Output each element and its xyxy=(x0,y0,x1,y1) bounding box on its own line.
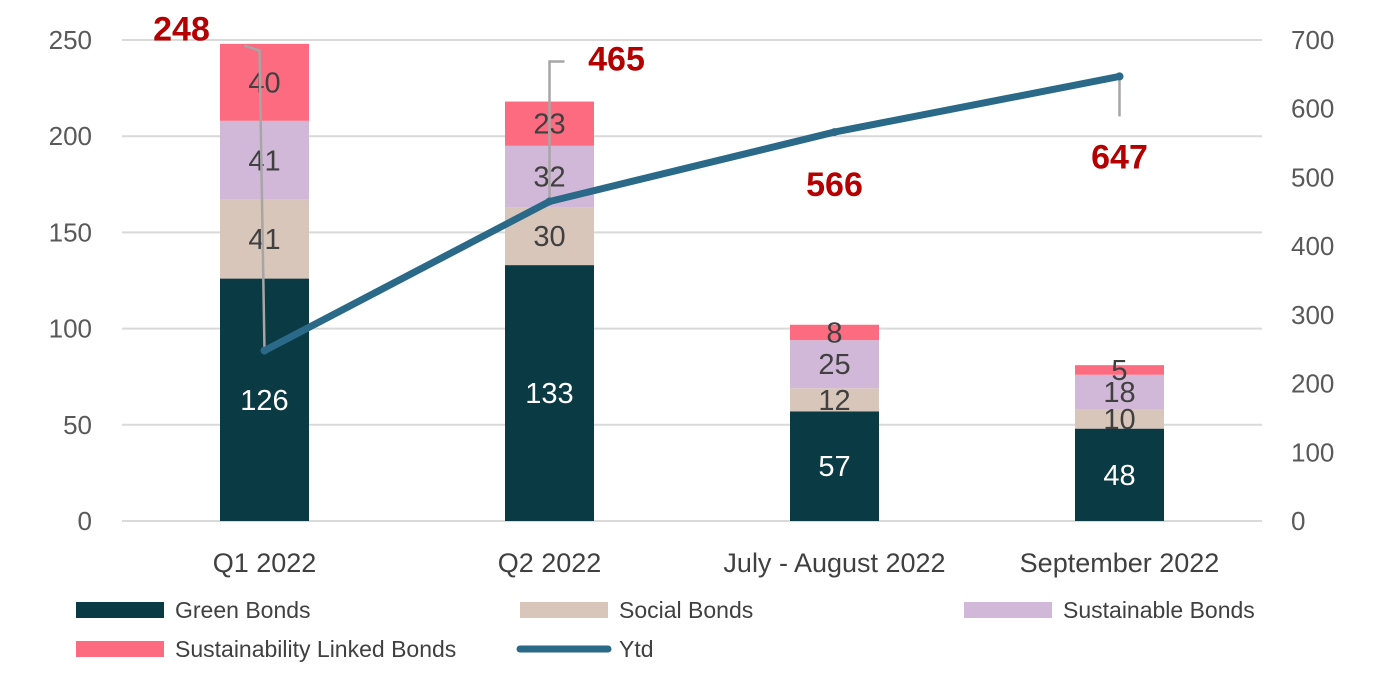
legend-item-sustainable-bonds: Sustainable Bonds xyxy=(964,597,1255,623)
ytd-line-path xyxy=(261,72,1123,355)
ytd-data-label: 465 xyxy=(588,40,645,78)
left-axis-tick: 50 xyxy=(63,410,92,440)
category-labels: Q1 2022 Q2 2022 July - August 2022 Septembe… xyxy=(213,548,1220,578)
ytd-data-label: 248 xyxy=(153,11,210,49)
bar-social-bonds xyxy=(790,388,879,412)
legend-swatch xyxy=(520,602,608,618)
bar-sustainability-linked-bonds xyxy=(790,324,879,341)
data-label-social-bonds: 41 xyxy=(248,224,280,256)
ytd-point xyxy=(260,346,269,355)
data-label-sustainable-bonds: 18 xyxy=(1103,377,1135,409)
leader-lines xyxy=(244,44,1121,351)
ytd-line xyxy=(260,72,1124,355)
data-label-sustainability-linked-bonds: 8 xyxy=(826,317,842,349)
left-axis-ticks: 0 50 100 150 200 250 xyxy=(49,25,92,536)
data-label-sustainability-linked-bonds: 40 xyxy=(248,67,280,99)
data-label-social-bonds: 12 xyxy=(818,385,850,417)
stacked-bars xyxy=(220,43,1164,521)
ytd-data-label: 566 xyxy=(806,166,863,204)
right-axis-tick: 700 xyxy=(1291,25,1334,55)
right-axis-tick: 400 xyxy=(1291,231,1334,261)
right-axis-tick: 100 xyxy=(1291,437,1334,467)
bar-social-bonds xyxy=(1075,409,1164,429)
data-label-sustainable-bonds: 41 xyxy=(248,145,280,177)
category-label: July - August 2022 xyxy=(723,548,945,578)
bar-sustainability-linked-bonds xyxy=(220,43,309,121)
legend: Green Bonds Social Bonds Sustainable Bonds… xyxy=(76,597,1255,662)
right-axis-tick: 600 xyxy=(1291,94,1334,124)
bar-sustainable-bonds xyxy=(1075,374,1164,410)
left-axis-tick: 250 xyxy=(49,25,92,55)
ytd-point xyxy=(830,128,839,137)
bar-green-bonds xyxy=(1075,428,1164,521)
legend-label: Social Bonds xyxy=(619,597,753,623)
legend-item-ytd: Ytd xyxy=(516,636,654,662)
bar-green-bonds xyxy=(505,265,594,521)
category-label: Q2 2022 xyxy=(498,548,602,578)
legend-item-green-bonds: Green Bonds xyxy=(76,597,311,623)
category-label: Q1 2022 xyxy=(213,548,317,578)
data-label-green-bonds: 48 xyxy=(1103,460,1135,492)
legend-item-social-bonds: Social Bonds xyxy=(520,597,753,623)
legend-label: Sustainable Bonds xyxy=(1063,597,1255,623)
data-label-green-bonds: 126 xyxy=(240,385,288,417)
legend-swatch xyxy=(76,602,164,618)
data-label-sustainable-bonds: 25 xyxy=(818,349,850,381)
category-label: September 2022 xyxy=(1020,548,1220,578)
bar-social-bonds xyxy=(220,199,309,279)
legend-swatch xyxy=(964,602,1052,618)
data-label-social-bonds: 10 xyxy=(1103,404,1135,436)
ytd-labels: 248 465 566 647 xyxy=(153,11,1148,204)
ytd-point xyxy=(1115,72,1124,81)
legend-swatch xyxy=(76,641,164,657)
data-label-social-bonds: 30 xyxy=(533,221,565,253)
data-label-sustainability-linked-bonds: 5 xyxy=(1111,355,1127,387)
bar-green-bonds xyxy=(790,411,879,521)
left-axis-tick: 200 xyxy=(49,121,92,151)
bar-sustainability-linked-bonds xyxy=(1075,365,1164,375)
ytd-data-label: 647 xyxy=(1091,138,1148,176)
legend-label: Ytd xyxy=(619,636,654,662)
legend-item-sustainability-linked-bonds: Sustainability Linked Bonds xyxy=(76,636,456,662)
legend-label: Green Bonds xyxy=(175,597,311,623)
right-axis-ticks: 0 100 200 300 400 500 600 700 xyxy=(1291,25,1334,536)
ytd-leader-line xyxy=(548,60,565,202)
ytd-leader-line xyxy=(244,44,266,351)
right-axis-tick: 500 xyxy=(1291,162,1334,192)
left-axis-tick: 150 xyxy=(49,217,92,247)
right-axis-tick: 300 xyxy=(1291,300,1334,330)
data-label-green-bonds: 57 xyxy=(818,451,850,483)
bar-sustainable-bonds xyxy=(790,340,879,389)
bar-sustainable-bonds xyxy=(220,120,309,200)
right-axis-tick: 0 xyxy=(1291,506,1305,536)
data-label-green-bonds: 133 xyxy=(525,378,573,410)
left-axis-tick: 0 xyxy=(78,506,92,536)
right-axis-tick: 200 xyxy=(1291,369,1334,399)
left-axis-tick: 100 xyxy=(49,314,92,344)
legend-label: Sustainability Linked Bonds xyxy=(175,636,456,662)
ytd-point xyxy=(545,197,554,206)
